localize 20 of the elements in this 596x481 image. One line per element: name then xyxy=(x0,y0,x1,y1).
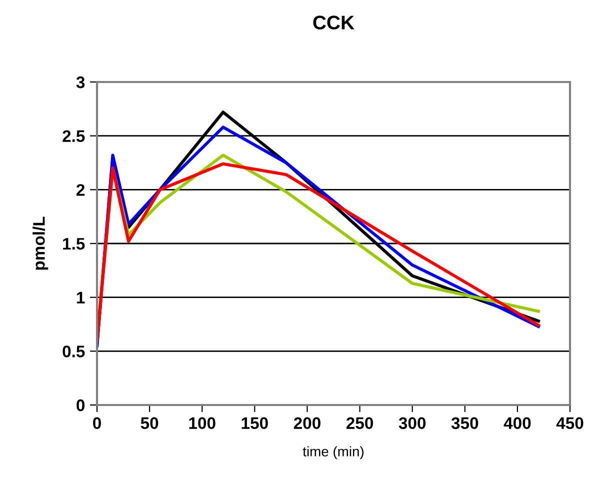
x-tick-label: 300 xyxy=(398,417,426,430)
x-tick-label: 150 xyxy=(242,417,268,430)
y-tick-label: 2 xyxy=(76,184,85,196)
x-tick-label: 200 xyxy=(294,417,320,430)
x-tick-label: 250 xyxy=(346,417,373,430)
y-tick-label: 1.5 xyxy=(63,238,85,250)
x-axis-title: time (min) xyxy=(302,446,364,460)
x-tick-label: 0 xyxy=(93,417,101,430)
x-tick-label: 100 xyxy=(189,417,216,430)
x-tick-label: 450 xyxy=(556,417,584,430)
x-tick-label: 400 xyxy=(504,417,531,430)
y-tick-label: 1 xyxy=(76,292,85,304)
y-tick-label: 2.5 xyxy=(62,130,85,142)
y-axis-title: pmol/L xyxy=(32,216,48,270)
y-tick-label: 3 xyxy=(76,76,85,88)
y-tick-label: 0.5 xyxy=(62,346,85,358)
x-tick-label: 50 xyxy=(140,417,158,430)
y-tick-label: 0 xyxy=(76,399,85,412)
chart-title: CCK xyxy=(313,16,354,30)
x-tick-label: 350 xyxy=(451,417,478,430)
